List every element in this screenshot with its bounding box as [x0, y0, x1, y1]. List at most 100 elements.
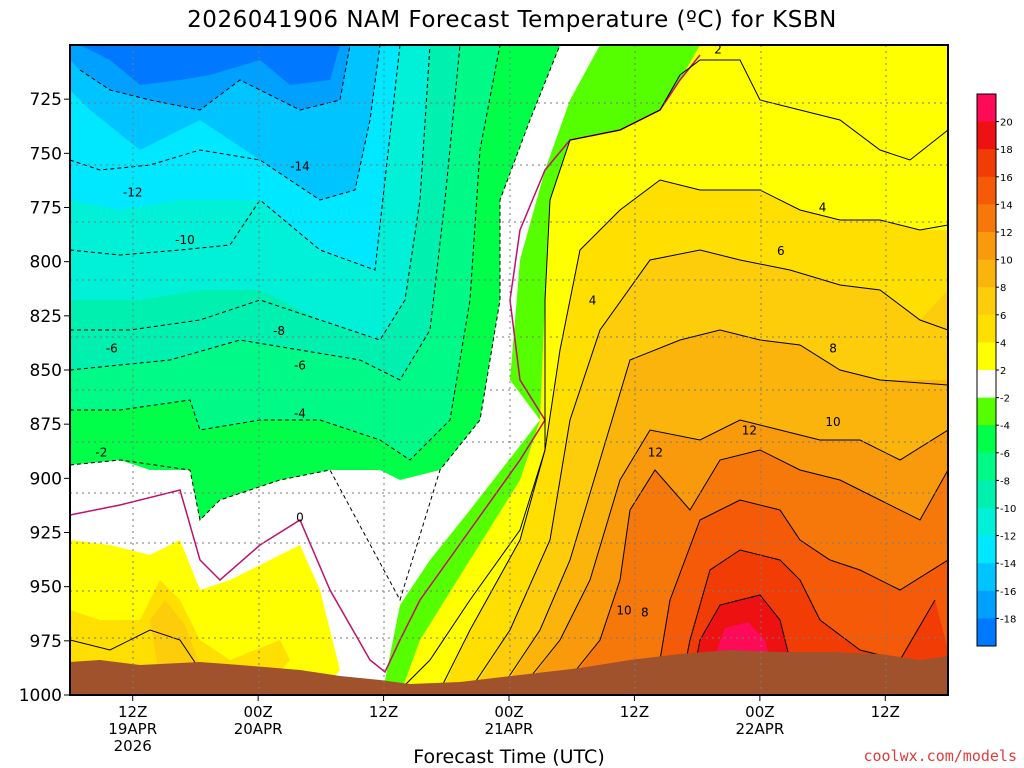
y-tick-label: 975 — [30, 632, 62, 652]
y-tick-label: 775 — [30, 199, 62, 219]
contour-minus-14 — [79, 45, 351, 111]
x-tick-label: 00Z — [243, 703, 272, 721]
contour-label: 0 — [296, 510, 304, 524]
contour-label: 10 — [616, 604, 631, 618]
colorbar-label: -10 — [1000, 504, 1016, 515]
contour-label: 8 — [829, 341, 837, 355]
colorbar-swatch — [977, 452, 996, 481]
contour-label: -12 — [123, 185, 143, 199]
colorbar-label: -14 — [1000, 559, 1016, 570]
colorbar-label: -16 — [1000, 587, 1016, 598]
contour-label: 2 — [714, 42, 722, 56]
plot-area: 2 -14 -12 -10 4 6 4 -8 -6 8 -6 -4 10 12 -2 12 0 10 8 — [70, 42, 948, 695]
contour-8 — [499, 329, 948, 691]
colorbar-swatch — [977, 314, 996, 343]
y-axis: 725 750 775 800 825 850 875 900 925 950 975 1000 — [19, 90, 70, 706]
contour-14 — [639, 499, 948, 691]
contour-10 — [519, 419, 948, 691]
colorbar-swatch — [977, 535, 996, 564]
colorbar-label: 8 — [1000, 283, 1006, 294]
colorbar-label: -4 — [1000, 421, 1010, 432]
y-tick-label: 875 — [30, 415, 62, 435]
ground-terrain — [70, 650, 948, 695]
contour-minus-4 — [70, 45, 501, 461]
colorbar-swatch — [977, 287, 996, 316]
y-tick-label: 725 — [30, 90, 62, 110]
y-tick-label: 800 — [30, 253, 62, 273]
x-tick-label: 22APR — [735, 720, 784, 738]
contour-label: 10 — [825, 415, 840, 429]
contour-minus-10 — [70, 45, 401, 271]
x-tick-label: 19APR — [108, 720, 157, 738]
colorbar-swatch — [977, 370, 996, 399]
x-tick-label: 20APR — [234, 720, 283, 738]
colorbar-label: 6 — [1000, 311, 1006, 322]
fill-band-minus-18 — [80, 45, 340, 85]
contour-label: -6 — [294, 359, 306, 373]
contour-labels: 2 -14 -12 -10 4 6 4 -8 -6 8 -6 -4 10 12 -2 12 0 10 8 — [95, 42, 840, 620]
contour-label: 12 — [648, 445, 663, 459]
colorbar-swatch — [977, 397, 996, 426]
contour-label: -6 — [106, 341, 118, 355]
colorbar-swatch — [977, 259, 996, 288]
contour-minus-6 — [70, 45, 461, 381]
colorbar-swatch — [977, 176, 996, 205]
x-tick-label: 21APR — [485, 720, 534, 738]
contour-4 — [439, 179, 948, 691]
colorbar-swatch — [977, 590, 996, 619]
colorbar-label: -8 — [1000, 476, 1010, 487]
y-tick-label: 750 — [30, 144, 62, 164]
colorbar-label: -6 — [1000, 449, 1010, 460]
contour-label: 4 — [819, 201, 827, 215]
contour-label: -4 — [294, 406, 306, 420]
x-tick-label: 00Z — [745, 703, 774, 721]
colorbar: 20 18 16 14 12 10 8 6 4 2 -2 -4 -6 -8 -10 -12 -14 -16 -18 — [976, 93, 1016, 647]
colorbar-label: 4 — [1000, 338, 1006, 349]
colorbar-swatch — [977, 121, 996, 150]
contour-12 — [559, 449, 948, 691]
colorbar-label: 16 — [1000, 173, 1013, 184]
colorbar-label: 10 — [1000, 256, 1013, 267]
colorbar-swatch — [977, 342, 996, 371]
chart-title: 2026041906 NAM Forecast Temperature (ºC)… — [187, 7, 837, 33]
colorbar-swatch — [977, 563, 996, 592]
colorbar-label: -18 — [1000, 614, 1016, 625]
contour-6 — [469, 249, 948, 691]
contour-minus-2 — [70, 45, 561, 602]
colorbar-swatch — [977, 480, 996, 509]
colorbar-label: 14 — [1000, 200, 1013, 211]
colorbar-label: 2 — [1000, 366, 1006, 377]
y-tick-label: 925 — [30, 524, 62, 544]
colorbar-label: 20 — [1000, 118, 1013, 129]
colorbar-swatch — [977, 94, 996, 123]
colorbar-label: -12 — [1000, 532, 1016, 543]
contour-label: 4 — [589, 294, 597, 308]
colorbar-label: 18 — [1000, 145, 1013, 156]
colorbar-swatch — [977, 508, 996, 537]
contour-label: -14 — [290, 159, 310, 173]
colorbar-label: 12 — [1000, 228, 1013, 239]
x-tick-label: 12Z — [118, 703, 147, 721]
y-tick-label: 1000 — [19, 686, 62, 706]
credit-link[interactable]: coolwx.com/models — [863, 747, 1017, 765]
x-axis-label: Forecast Time (UTC) — [413, 746, 604, 768]
contour-minus-8 — [70, 45, 431, 341]
contour-label: 8 — [641, 606, 649, 620]
colorbar-swatch — [977, 232, 996, 261]
contour-label: -10 — [175, 233, 195, 247]
contour-2 — [70, 59, 948, 691]
contour-lines — [70, 45, 948, 691]
x-tick-label: 2026 — [114, 737, 152, 755]
y-tick-label: 850 — [30, 361, 62, 381]
y-tick-label: 825 — [30, 307, 62, 327]
y-tick-label: 900 — [30, 469, 62, 489]
x-tick-label: 00Z — [494, 703, 523, 721]
fill-band-6-left — [150, 600, 200, 680]
contour-label: -8 — [273, 324, 285, 338]
x-tick-label: 12Z — [620, 703, 649, 721]
contour-label: -2 — [95, 445, 107, 459]
y-tick-label: 950 — [30, 578, 62, 598]
colorbar-swatch — [977, 149, 996, 178]
